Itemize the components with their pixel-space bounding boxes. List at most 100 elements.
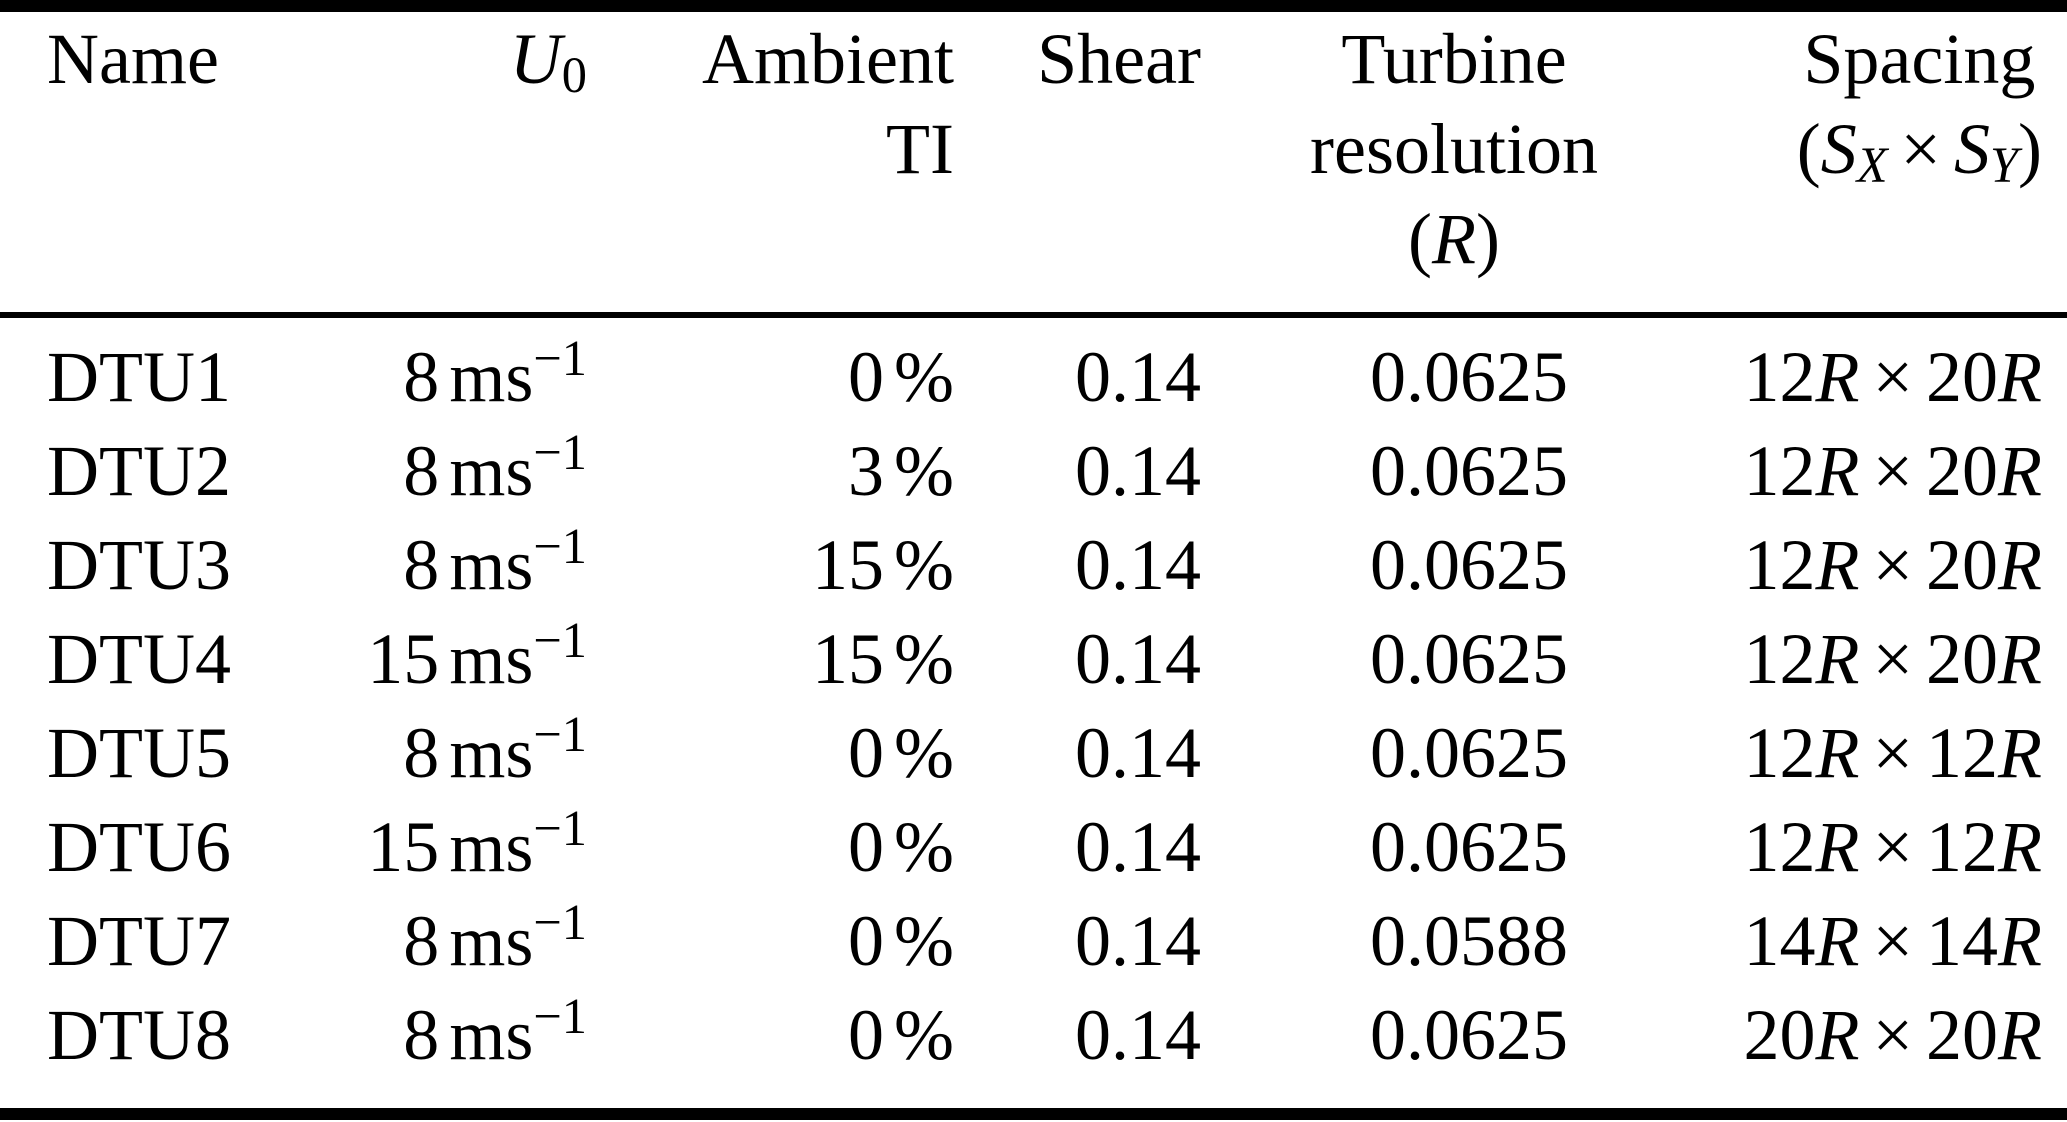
u0-unit: ms xyxy=(449,713,534,793)
cell-name: DTU7 xyxy=(0,894,320,988)
ti-value: 0 xyxy=(847,901,884,981)
cell-u0: 8 ms−1 xyxy=(320,988,650,1114)
cell-turbine-resolution: 0.0625 xyxy=(1250,315,1650,424)
header-resolution-block: Turbine resolution (R) xyxy=(1310,14,1598,284)
percent-symbol: % xyxy=(894,525,954,605)
sy-symbol: S xyxy=(1953,109,1990,189)
case-name: DTU6 xyxy=(47,807,231,887)
paren-open: ( xyxy=(1408,199,1433,279)
u0-symbol: U xyxy=(509,19,562,99)
resolution-value: 0.0625 xyxy=(1370,337,1568,417)
column-header-name: Name xyxy=(0,6,320,318)
ti-value: 0 xyxy=(847,713,884,793)
u0-value: 15 xyxy=(367,619,440,699)
cell-ambient-ti: 0% xyxy=(650,706,1000,800)
cell-turbine-resolution: 0.0625 xyxy=(1250,800,1650,894)
case-name: DTU8 xyxy=(47,995,231,1075)
u0-exponent: −1 xyxy=(533,611,587,668)
cell-turbine-resolution: 0.0588 xyxy=(1250,894,1650,988)
header-spacing-block: Spacing (SX × SY) xyxy=(1797,14,2042,194)
radius-symbol: R xyxy=(1998,619,2042,699)
percent-symbol: % xyxy=(894,901,954,981)
shear-value: 0.14 xyxy=(1075,995,1201,1075)
cell-shear: 0.14 xyxy=(1000,424,1250,518)
cell-shear: 0.14 xyxy=(1000,894,1250,988)
u0-unit: ms xyxy=(449,337,534,417)
spacing-sy-value: 20 xyxy=(1926,995,1999,1075)
cell-name: DTU5 xyxy=(0,706,320,800)
header-spacing-line: Spacing xyxy=(1803,19,2036,99)
u0-exponent: −1 xyxy=(533,893,587,950)
table-row: DTU1 8 ms−1 0% 0.14 0.0625 12R × 20R xyxy=(0,315,2067,424)
paren-open: ( xyxy=(1796,109,1821,189)
u0-value: 8 xyxy=(403,525,440,605)
cell-name: DTU2 xyxy=(0,424,320,518)
shear-value: 0.14 xyxy=(1075,619,1201,699)
ti-value: 15 xyxy=(811,525,884,605)
resolution-value: 0.0625 xyxy=(1370,807,1568,887)
table-row: DTU4 15 ms−1 15% 0.14 0.0625 12R × 20R xyxy=(0,612,2067,706)
u0-exponent: −1 xyxy=(533,987,587,1044)
cell-spacing: 12R × 20R xyxy=(1650,315,2067,424)
cell-turbine-resolution: 0.0625 xyxy=(1250,518,1650,612)
u0-subscript: 0 xyxy=(561,47,587,104)
cell-shear: 0.14 xyxy=(1000,518,1250,612)
header-row: Name U0 Ambient TI Shear Turbine resolut… xyxy=(0,6,2067,318)
cell-spacing: 12R × 20R xyxy=(1650,518,2067,612)
cell-ambient-ti: 0% xyxy=(650,988,1000,1114)
times-symbol: × xyxy=(1872,995,1914,1075)
radius-symbol: R xyxy=(1998,431,2042,511)
cell-ambient-ti: 3% xyxy=(650,424,1000,518)
header-r-formula: (R) xyxy=(1310,194,1598,284)
table-body: DTU1 8 ms−1 0% 0.14 0.0625 12R × 20R DTU2 8… xyxy=(0,315,2067,1114)
u0-unit: ms xyxy=(449,995,534,1075)
spacing-sy-value: 20 xyxy=(1926,525,1999,605)
percent-symbol: % xyxy=(894,337,954,417)
radius-symbol: R xyxy=(1815,619,1860,699)
times-symbol: × xyxy=(1900,109,1942,189)
cell-name: DTU8 xyxy=(0,988,320,1114)
table-row: DTU2 8 ms−1 3% 0.14 0.0625 12R × 20R xyxy=(0,424,2067,518)
percent-symbol: % xyxy=(894,619,954,699)
radius-symbol: R xyxy=(1998,525,2042,605)
cell-ambient-ti: 0% xyxy=(650,800,1000,894)
radius-symbol: R xyxy=(1998,995,2042,1075)
case-name: DTU5 xyxy=(47,713,231,793)
u0-exponent: −1 xyxy=(533,799,587,856)
cell-turbine-resolution: 0.0625 xyxy=(1250,706,1650,800)
cell-ambient-ti: 15% xyxy=(650,612,1000,706)
times-symbol: × xyxy=(1872,807,1914,887)
spacing-sx-value: 12 xyxy=(1743,713,1816,793)
cell-spacing: 12R × 20R xyxy=(1650,612,2067,706)
cell-turbine-resolution: 0.0625 xyxy=(1250,424,1650,518)
spacing-sy-value: 20 xyxy=(1926,431,1999,511)
spacing-sx-value: 20 xyxy=(1743,995,1816,1075)
u0-unit: ms xyxy=(449,901,534,981)
paren-close: ) xyxy=(2018,109,2042,189)
times-symbol: × xyxy=(1872,337,1914,417)
radius-symbol: R xyxy=(1998,807,2042,887)
spacing-sx-value: 12 xyxy=(1743,337,1816,417)
spacing-sx-value: 12 xyxy=(1743,525,1816,605)
times-symbol: × xyxy=(1872,525,1914,605)
header-turbine-line: Turbine xyxy=(1341,19,1567,99)
column-header-shear: Shear xyxy=(1000,6,1250,318)
sx-symbol: S xyxy=(1820,109,1857,189)
header-ti-line: TI xyxy=(886,109,954,189)
cell-turbine-resolution: 0.0625 xyxy=(1250,988,1650,1114)
ti-value: 0 xyxy=(847,337,884,417)
spacing-sx-value: 12 xyxy=(1743,431,1816,511)
header-u0-formula: U0 xyxy=(320,14,587,104)
cell-u0: 8 ms−1 xyxy=(320,894,650,988)
times-symbol: × xyxy=(1872,431,1914,511)
radius-symbol: R xyxy=(1815,713,1860,793)
column-header-u0: U0 xyxy=(320,6,650,318)
u0-value: 8 xyxy=(403,431,440,511)
cell-shear: 0.14 xyxy=(1000,800,1250,894)
cell-name: DTU1 xyxy=(0,315,320,424)
u0-unit: ms xyxy=(449,525,534,605)
cell-turbine-resolution: 0.0625 xyxy=(1250,612,1650,706)
u0-value: 8 xyxy=(403,713,440,793)
radius-symbol: R xyxy=(1998,713,2042,793)
r-symbol: R xyxy=(1432,199,1476,279)
